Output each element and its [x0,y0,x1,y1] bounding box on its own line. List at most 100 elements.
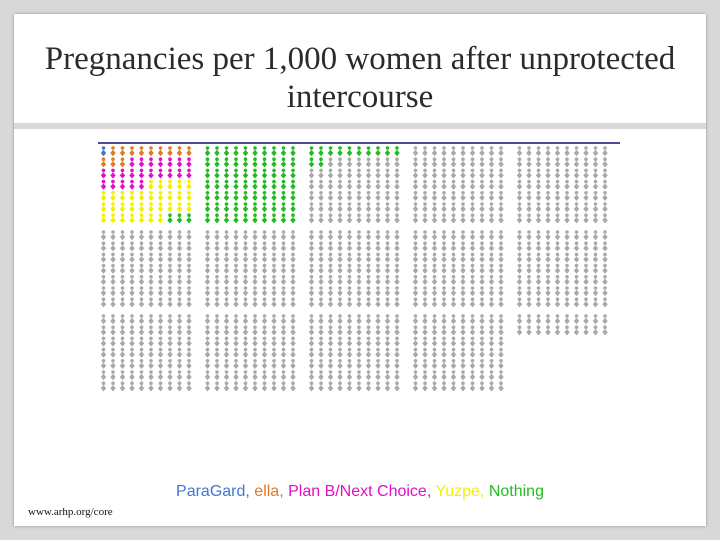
person-icon [148,168,154,179]
person-icon [280,263,287,274]
person-icon [119,168,126,179]
person-icon [119,202,126,213]
person-icon [271,286,277,297]
person-icon [412,252,419,263]
person-icon [242,191,249,201]
person-icon [290,168,296,179]
person-icon [564,241,570,252]
person-icon [488,314,495,325]
person-icon [167,347,173,358]
person-icon [110,191,116,201]
person-icon [110,381,116,392]
person-icon [242,286,249,297]
person-icon [535,202,542,213]
person-icon [204,359,211,369]
person-icon [252,381,258,392]
person-icon [346,241,353,252]
person-icon [422,347,428,358]
person-icon [157,241,164,252]
person-icon [100,230,107,241]
person-icon [337,347,343,358]
person-icon [110,213,116,224]
person-icon [280,168,287,179]
person-icon [412,241,419,252]
person-icon [327,325,334,336]
person-icon [498,347,504,358]
person-icon [592,230,599,241]
person-icon [384,275,391,285]
person-icon [138,168,145,179]
pictogram-chart [98,142,620,392]
person-icon [327,336,334,347]
person-icon [375,230,381,241]
person-icon [261,286,268,297]
person-icon [318,168,324,179]
person-icon [176,297,183,308]
person-icon [479,370,485,381]
person-icon [479,263,485,274]
person-icon [204,157,211,168]
person-icon [138,252,145,263]
person-icon [365,381,372,392]
person-icon [138,325,145,336]
person-icon [167,275,173,285]
person-icon [356,191,362,201]
person-icon [129,297,135,308]
person-icon [148,275,154,285]
person-icon [394,370,400,381]
person-icon [157,359,164,369]
person-icon [479,325,485,336]
person-icon [157,230,164,241]
person-icon [157,286,164,297]
person-icon [157,325,164,336]
person-icon [592,179,599,190]
person-icon [583,179,589,190]
person-icon [157,202,164,213]
person-icon [535,168,542,179]
person-icon [148,263,154,274]
legend-item: Nothing [488,483,544,500]
person-icon [318,213,324,224]
person-icon [488,286,495,297]
person-icon [186,336,192,347]
person-icon [356,252,362,263]
person-icon [564,263,570,274]
person-icon [469,381,476,392]
person-icon [498,359,504,369]
person-icon [261,325,268,336]
person-icon [488,202,495,213]
person-icon [242,347,249,358]
person-icon [271,381,277,392]
person-icon [573,146,580,157]
person-icon [129,359,135,369]
person-icon [308,370,315,381]
person-icon [592,286,599,297]
person-icon [261,157,268,168]
person-icon [479,297,485,308]
person-icon [412,146,419,157]
person-icon [327,252,334,263]
person-icon [186,297,192,308]
person-icon [242,179,249,190]
person-icon [308,168,315,179]
person-icon [431,230,438,241]
person-icon [554,325,561,336]
person-icon [554,168,561,179]
person-icon [138,157,145,168]
person-icon [176,202,183,213]
person-icon [365,230,372,241]
person-icon [308,359,315,369]
person-icon [271,252,277,263]
person-icon [280,275,287,285]
person-icon [365,168,372,179]
person-icon [441,202,447,213]
person-icon [290,370,296,381]
person-icon [223,275,230,285]
person-icon [261,202,268,213]
person-icon [516,241,523,252]
person-icon [204,146,211,157]
person-icon [119,347,126,358]
person-icon [318,263,324,274]
person-icon [214,370,220,381]
person-icon [337,381,343,392]
